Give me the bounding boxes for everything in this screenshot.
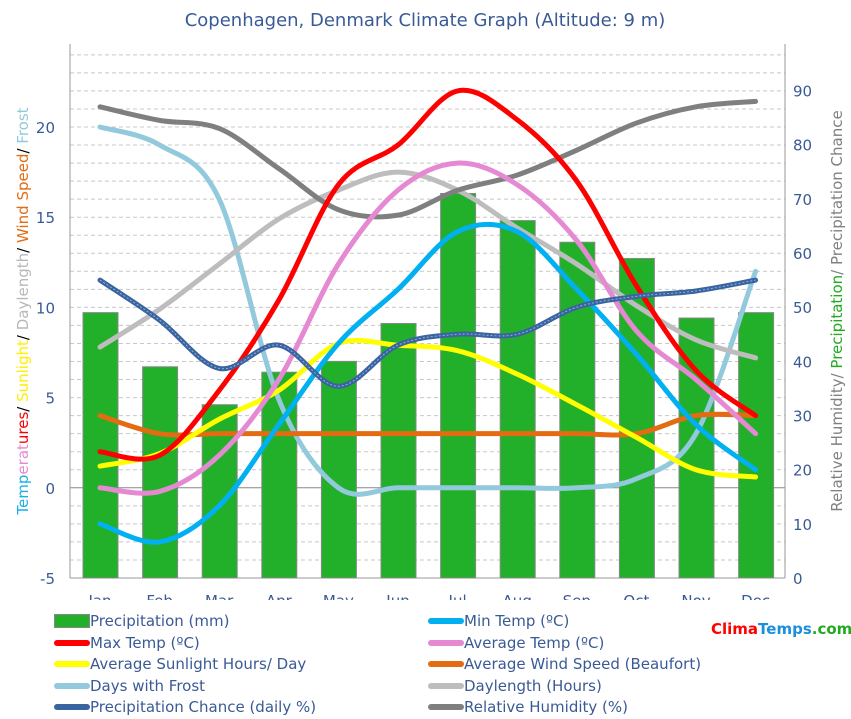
legend-label: Precipitation (mm): [90, 612, 230, 630]
right-tick-label: 70: [793, 191, 812, 209]
left-axis-label: Temperatures/ Sunlight/ Daylength/ Wind …: [14, 107, 32, 515]
month-label: Nov: [681, 592, 710, 600]
left-axis-label-part: erat: [14, 444, 32, 475]
month-label: May: [323, 592, 354, 600]
month-label: Sep: [563, 592, 591, 600]
precipitation-bar: [320, 360, 357, 579]
precipitation-bar: [499, 220, 536, 579]
right-tick-label: 60: [793, 245, 812, 263]
left-axis-label-part: Daylength: [14, 253, 32, 330]
legend-item: Average Temp (ºC): [428, 633, 604, 653]
legend-swatch: [54, 661, 90, 667]
month-label: Apr: [266, 592, 293, 600]
left-axis-label-part: /: [14, 402, 32, 412]
legend-swatch: [54, 682, 90, 689]
legend-swatch: [428, 639, 464, 646]
min-temp-c-line: [97, 221, 759, 545]
left-axis-label-part: /: [14, 144, 32, 154]
chart-area: Copenhagen, Denmark Climate Graph (Altit…: [14, 10, 846, 600]
month-label: Jan: [87, 592, 111, 600]
legend-item: Average Wind Speed (Beaufort): [428, 654, 701, 674]
legend-swatch: [54, 639, 90, 646]
max-temp-c-line: [97, 87, 759, 462]
legend-swatch: [428, 682, 464, 689]
month-label: Mar: [205, 592, 234, 600]
precipitation-chance-daily-line: [97, 277, 759, 389]
month-label: Jul: [448, 592, 467, 600]
month-label: Aug: [503, 592, 532, 600]
legend-label: Average Wind Speed (Beaufort): [464, 655, 702, 673]
right-axis-label-part: Precipitation: [828, 275, 846, 369]
precipitation-bar: [559, 241, 596, 579]
right-tick-label: 20: [793, 462, 812, 480]
precipitation-bar: [440, 192, 477, 579]
daylength-hours-line: [97, 169, 759, 361]
legend-item: Daylength (Hours): [428, 676, 602, 696]
climatemps-logo: ClimaTemps.com: [711, 620, 851, 638]
month-label: Oct: [623, 592, 649, 600]
legend-label: Average Sunlight Hours/ Day: [90, 655, 307, 673]
left-axis-label-part: /: [14, 243, 32, 253]
right-tick-label: 0: [793, 570, 803, 588]
left-tick-label: -5: [40, 570, 55, 588]
legend-item: Relative Humidity (%): [428, 697, 628, 717]
legend-item: Days with Frost: [54, 676, 205, 696]
left-tick-label: 5: [45, 390, 55, 408]
right-tick-label: 40: [793, 353, 812, 371]
left-axis-label-part: Frost: [14, 107, 32, 143]
legend-item: Average Sunlight Hours/ Day: [54, 654, 306, 674]
precipitation-bar: [380, 322, 417, 579]
month-label: Jun: [385, 592, 409, 600]
left-axis-label-part: ures: [14, 412, 32, 445]
legend-swatch: [54, 704, 90, 710]
right-axis-label-part: Relative Humidity/: [828, 369, 846, 512]
right-axis-label: Relative Humidity/ Precipitation/ Precip…: [828, 110, 846, 511]
logo-part: .com: [811, 620, 851, 638]
left-axis-label-part: Sunlight: [14, 340, 32, 402]
right-tick-label: 30: [793, 408, 812, 426]
right-tick-label: 50: [793, 299, 812, 317]
legend-swatch: [54, 614, 90, 628]
legend-swatch: [428, 704, 464, 710]
right-tick-label: 10: [793, 516, 812, 534]
logo-part: Temps: [758, 620, 812, 638]
chart-title: Copenhagen, Denmark Climate Graph (Altit…: [185, 10, 666, 31]
legend-label: Average Temp (ºC): [464, 633, 605, 652]
average-sunlight-hours-day-line: [97, 337, 759, 480]
left-tick-label: 15: [36, 209, 55, 227]
legend-label: Daylength (Hours): [464, 676, 602, 695]
logo-part: Clima: [711, 620, 759, 638]
legend-label: Max Temp (ºC): [90, 633, 200, 652]
legend-swatch: [428, 661, 464, 667]
month-label: Dec: [741, 592, 770, 600]
legend-label: Precipitation Chance (daily %): [90, 698, 317, 716]
left-tick-label: 10: [36, 299, 55, 317]
precipitation-bar: [142, 366, 179, 579]
legend-swatch: [428, 618, 464, 624]
legend-label: Days with Frost: [90, 676, 206, 695]
legend-item: Precipitation Chance (daily %): [54, 697, 316, 717]
precipitation-bar: [82, 312, 119, 579]
right-tick-label: 80: [793, 137, 812, 155]
legend-label: Relative Humidity (%): [464, 698, 628, 716]
month-label: Feb: [146, 592, 173, 600]
right-tick-label: 90: [793, 83, 812, 101]
average-temp-c-line: [97, 160, 759, 496]
legend-label: Min Temp (ºC): [464, 612, 570, 630]
legend-item: Min Temp (ºC): [428, 611, 569, 631]
left-axis-label-part: Wind Speed: [14, 154, 32, 244]
left-tick-label: 0: [45, 480, 55, 498]
left-axis-label-part: Temp: [14, 475, 32, 516]
right-axis-label-part: / Precipitation Chance: [828, 110, 846, 275]
average-wind-speed-beaufort-line: [97, 411, 759, 438]
left-axis-label-part: /: [14, 330, 32, 340]
legend-item: Max Temp (ºC): [54, 633, 200, 653]
days-with-frost-line: [97, 124, 759, 497]
legend-item: Precipitation (mm): [54, 611, 229, 631]
left-tick-label: 20: [36, 119, 55, 137]
